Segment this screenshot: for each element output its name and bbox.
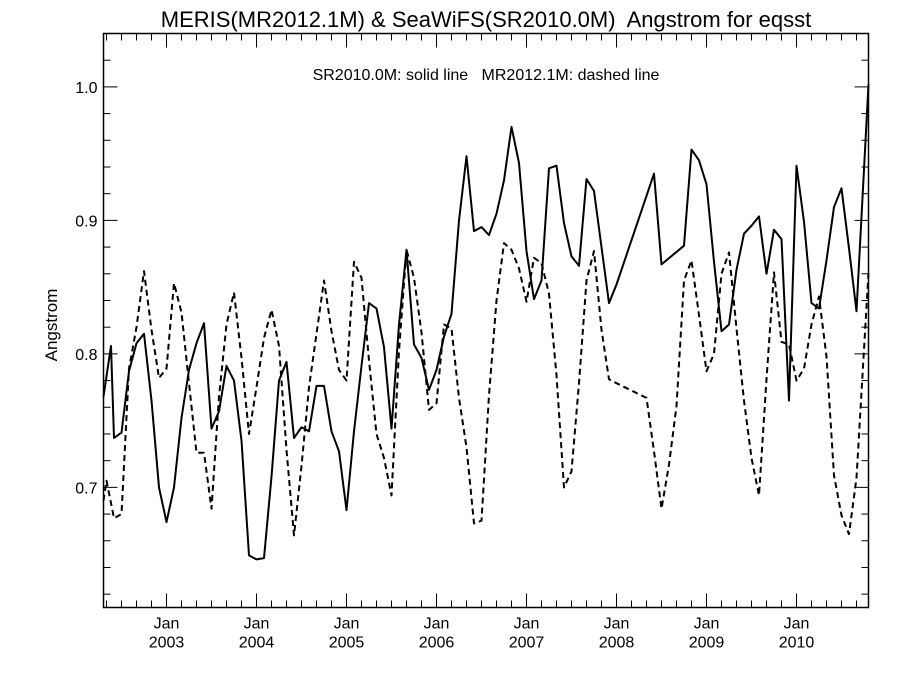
chart-annotation: SR2010.0M: solid line MR2012.1M: dashed … [313, 67, 660, 84]
y-tick-label: 1.0 [75, 80, 97, 97]
axis-tick-labels: 0.7 0.8 0.9 1.0 Jan 2003 Jan 2004 Jan 2005 Jan 2006… [75, 80, 814, 652]
x-tick-year-label: 2004 [239, 635, 275, 652]
x-tick-month-label: Jan [334, 616, 360, 633]
x-tick-month-label: Jan [424, 616, 450, 633]
x-tick-year-label: 2005 [329, 635, 365, 652]
x-tick-month-label: Jan [514, 616, 540, 633]
x-tick-year-label: 2006 [419, 635, 455, 652]
chart-title: MERIS(MR2012.1M) & SeaWiFS(SR2010.0M) An… [161, 7, 811, 32]
y-tick-label: 0.8 [75, 347, 97, 364]
x-tick-month-label: Jan [784, 616, 810, 633]
x-tick-month-label: Jan [244, 616, 270, 633]
x-tick-year-label: 2010 [779, 635, 815, 652]
plot-frame [102, 32, 870, 609]
series-line-sr2010-0m [102, 84, 870, 561]
x-tick-month-label: Jan [154, 616, 180, 633]
y-axis-label: Angstrom [42, 289, 61, 362]
axis-ticks [103, 33, 869, 608]
x-tick-year-label: 2003 [149, 635, 185, 652]
x-tick-month-label: Jan [694, 616, 720, 633]
x-tick-month-label: Jan [604, 616, 630, 633]
x-tick-year-label: 2009 [689, 635, 725, 652]
series-line-mr2012-1m [102, 242, 870, 537]
series-group [102, 84, 870, 561]
y-tick-label: 0.7 [75, 480, 97, 497]
x-tick-year-label: 2008 [599, 635, 635, 652]
x-tick-year-label: 2007 [509, 635, 545, 652]
y-tick-label: 0.9 [75, 213, 97, 230]
